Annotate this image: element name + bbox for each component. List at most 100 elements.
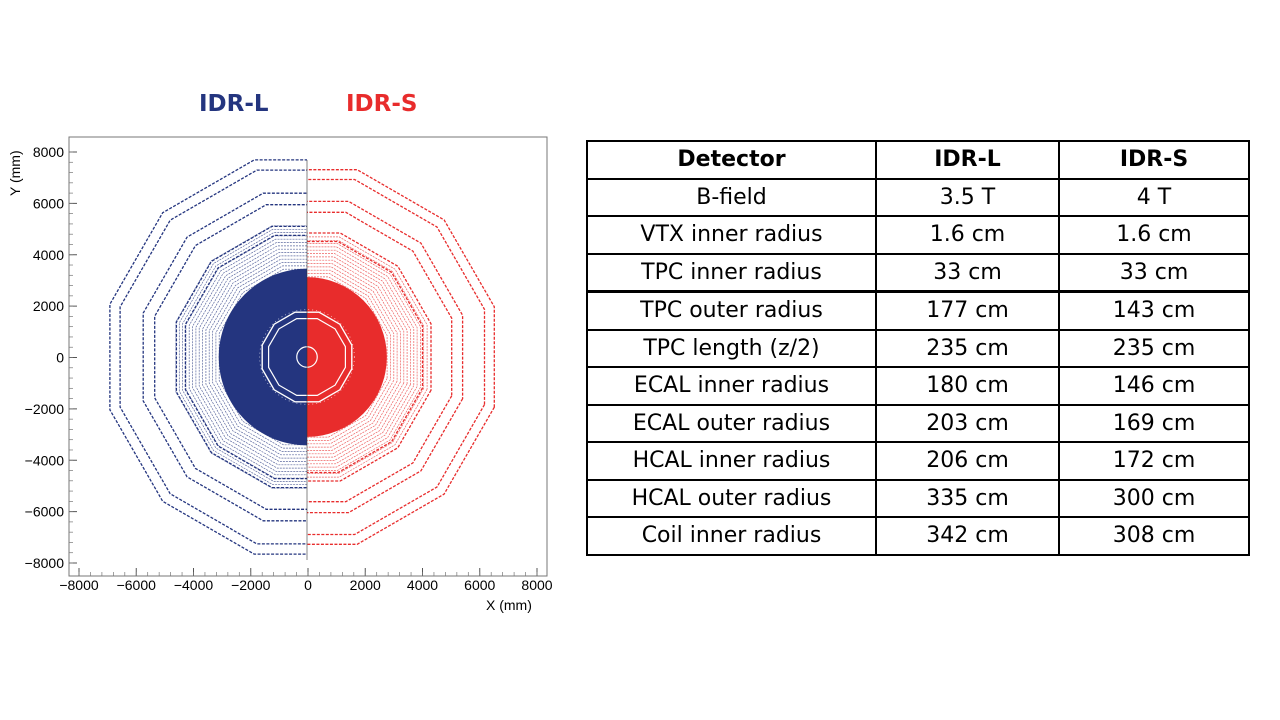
x-tick-label: 2000 [350, 577, 381, 593]
detector-layers [109, 159, 495, 560]
yoke-layer [307, 178, 486, 536]
hcal-layer [307, 259, 405, 455]
table-header-row: Detector IDR-L IDR-S [586, 140, 1250, 180]
y-tick-label: 8000 [33, 144, 64, 160]
inner-tracker-outline [307, 311, 353, 403]
tracker-ring [259, 309, 307, 405]
yoke-layer [119, 169, 307, 545]
hcal-layer [307, 239, 425, 475]
row-idr-l-value: 3.5 T [875, 177, 1060, 217]
row-idr-l-value: 235 cm [875, 328, 1060, 368]
row-idr-s-value: 4 T [1058, 177, 1250, 217]
header-idr-l: IDR-L [875, 140, 1060, 180]
y-tick-label: 0 [56, 350, 64, 366]
row-idr-l-value: 180 cm [875, 366, 1060, 406]
yoke-layer [307, 211, 453, 503]
hcal-layer [215, 265, 307, 449]
y-axis-title: Y (mm) [7, 150, 23, 196]
hcal-layer [192, 242, 307, 472]
hcal-layer [307, 273, 391, 441]
row-parameter: ECAL inner radius [586, 366, 877, 406]
table-row: VTX inner radius 1.6 cm 1.6 cm [586, 215, 1250, 255]
y-tick-label: −4000 [25, 452, 65, 468]
x-tick-label: 8000 [521, 577, 552, 593]
table-row: ECAL inner radius 180 cm 146 cm [586, 366, 1250, 406]
x-tick-label: −6000 [117, 577, 157, 593]
row-idr-s-value: 1.6 cm [1058, 215, 1250, 255]
hcal-layer [307, 269, 395, 445]
hcal-layer [175, 225, 307, 489]
row-idr-s-value: 146 cm [1058, 366, 1250, 406]
row-idr-s-value: 308 cm [1058, 516, 1250, 556]
hcal-layer [218, 268, 307, 446]
hcal-layer [307, 236, 428, 478]
header-detector: Detector [586, 140, 877, 180]
hcal-layer [307, 246, 418, 468]
y-tick-label: −6000 [25, 504, 65, 520]
yoke-layer [307, 200, 464, 514]
inner-tracker-outline [307, 318, 346, 396]
row-idr-s-value: 33 cm [1058, 252, 1250, 293]
y-tick-label: −2000 [25, 401, 65, 417]
yoke-layer [142, 192, 307, 522]
row-idr-s-value: 143 cm [1058, 290, 1250, 331]
row-parameter: B-field [586, 177, 877, 217]
x-tick-label: 0 [304, 577, 312, 593]
row-idr-l-value: 1.6 cm [875, 215, 1060, 255]
x-tick-label: 4000 [407, 577, 438, 593]
hcal-layer [205, 255, 307, 459]
y-tick-label: 4000 [33, 247, 64, 263]
row-idr-l-value: 33 cm [875, 252, 1060, 293]
hcal-layer [307, 249, 415, 465]
table-row: Coil inner radius 342 cm 308 cm [586, 516, 1250, 556]
row-parameter: TPC inner radius [586, 252, 877, 293]
table-row: HCAL inner radius 206 cm 172 cm [586, 441, 1250, 481]
idr-l-label: IDR-L [199, 91, 269, 117]
hcal-layer [182, 232, 307, 482]
table-row: TPC outer radius 177 cm 143 cm [586, 290, 1250, 331]
row-parameter: VTX inner radius [586, 215, 877, 255]
header-idr-s: IDR-S [1058, 140, 1250, 180]
table-row: HCAL outer radius 335 cm 300 cm [586, 478, 1250, 518]
yoke-layer [307, 240, 424, 474]
row-parameter: ECAL outer radius [586, 403, 877, 443]
row-idr-l-value: 206 cm [875, 441, 1060, 481]
yoke-layer [307, 169, 495, 545]
x-tick-label: −8000 [59, 577, 99, 593]
row-idr-l-value: 203 cm [875, 403, 1060, 443]
axis-ticks: −8000 −6000 −4000 −2000 0 2000 4000 6000 8000 800… [25, 144, 553, 593]
hcal-layer [198, 248, 307, 466]
detector-half-right [307, 169, 495, 545]
hcal-layer [188, 238, 307, 476]
row-parameter: Coil inner radius [586, 516, 877, 556]
detector-cross-section-plot: −8000 −6000 −4000 −2000 0 2000 4000 6000 8000 800… [7, 136, 553, 613]
x-tick-label: −4000 [174, 577, 214, 593]
x-axis-title: X (mm) [486, 597, 532, 613]
y-tick-label: 6000 [33, 195, 64, 211]
row-idr-s-value: 172 cm [1058, 441, 1250, 481]
row-idr-s-value: 235 cm [1058, 328, 1250, 368]
row-parameter: TPC length (z/2) [586, 328, 877, 368]
detector-half-left [109, 159, 307, 555]
yoke-layer [175, 225, 307, 489]
row-idr-s-value: 169 cm [1058, 403, 1250, 443]
row-parameter: HCAL outer radius [586, 478, 877, 518]
row-idr-l-value: 342 cm [875, 516, 1060, 556]
row-idr-l-value: 335 cm [875, 478, 1060, 518]
hcal-layer [307, 266, 398, 448]
x-tick-label: 6000 [464, 577, 495, 593]
hcal-layer [212, 262, 307, 452]
hcal-layer [307, 263, 401, 451]
inner-tracker-outline [261, 311, 307, 403]
row-parameter: TPC outer radius [586, 290, 877, 331]
row-idr-s-value: 300 cm [1058, 478, 1250, 518]
table-row: TPC inner radius 33 cm 33 cm [586, 252, 1250, 293]
yoke-layer [307, 232, 432, 482]
x-tick-label: −2000 [231, 577, 271, 593]
hcal-layer [307, 276, 388, 438]
table-row: ECAL outer radius 203 cm 169 cm [586, 403, 1250, 443]
row-idr-l-value: 177 cm [875, 290, 1060, 331]
idr-s-label: IDR-S [346, 91, 418, 117]
